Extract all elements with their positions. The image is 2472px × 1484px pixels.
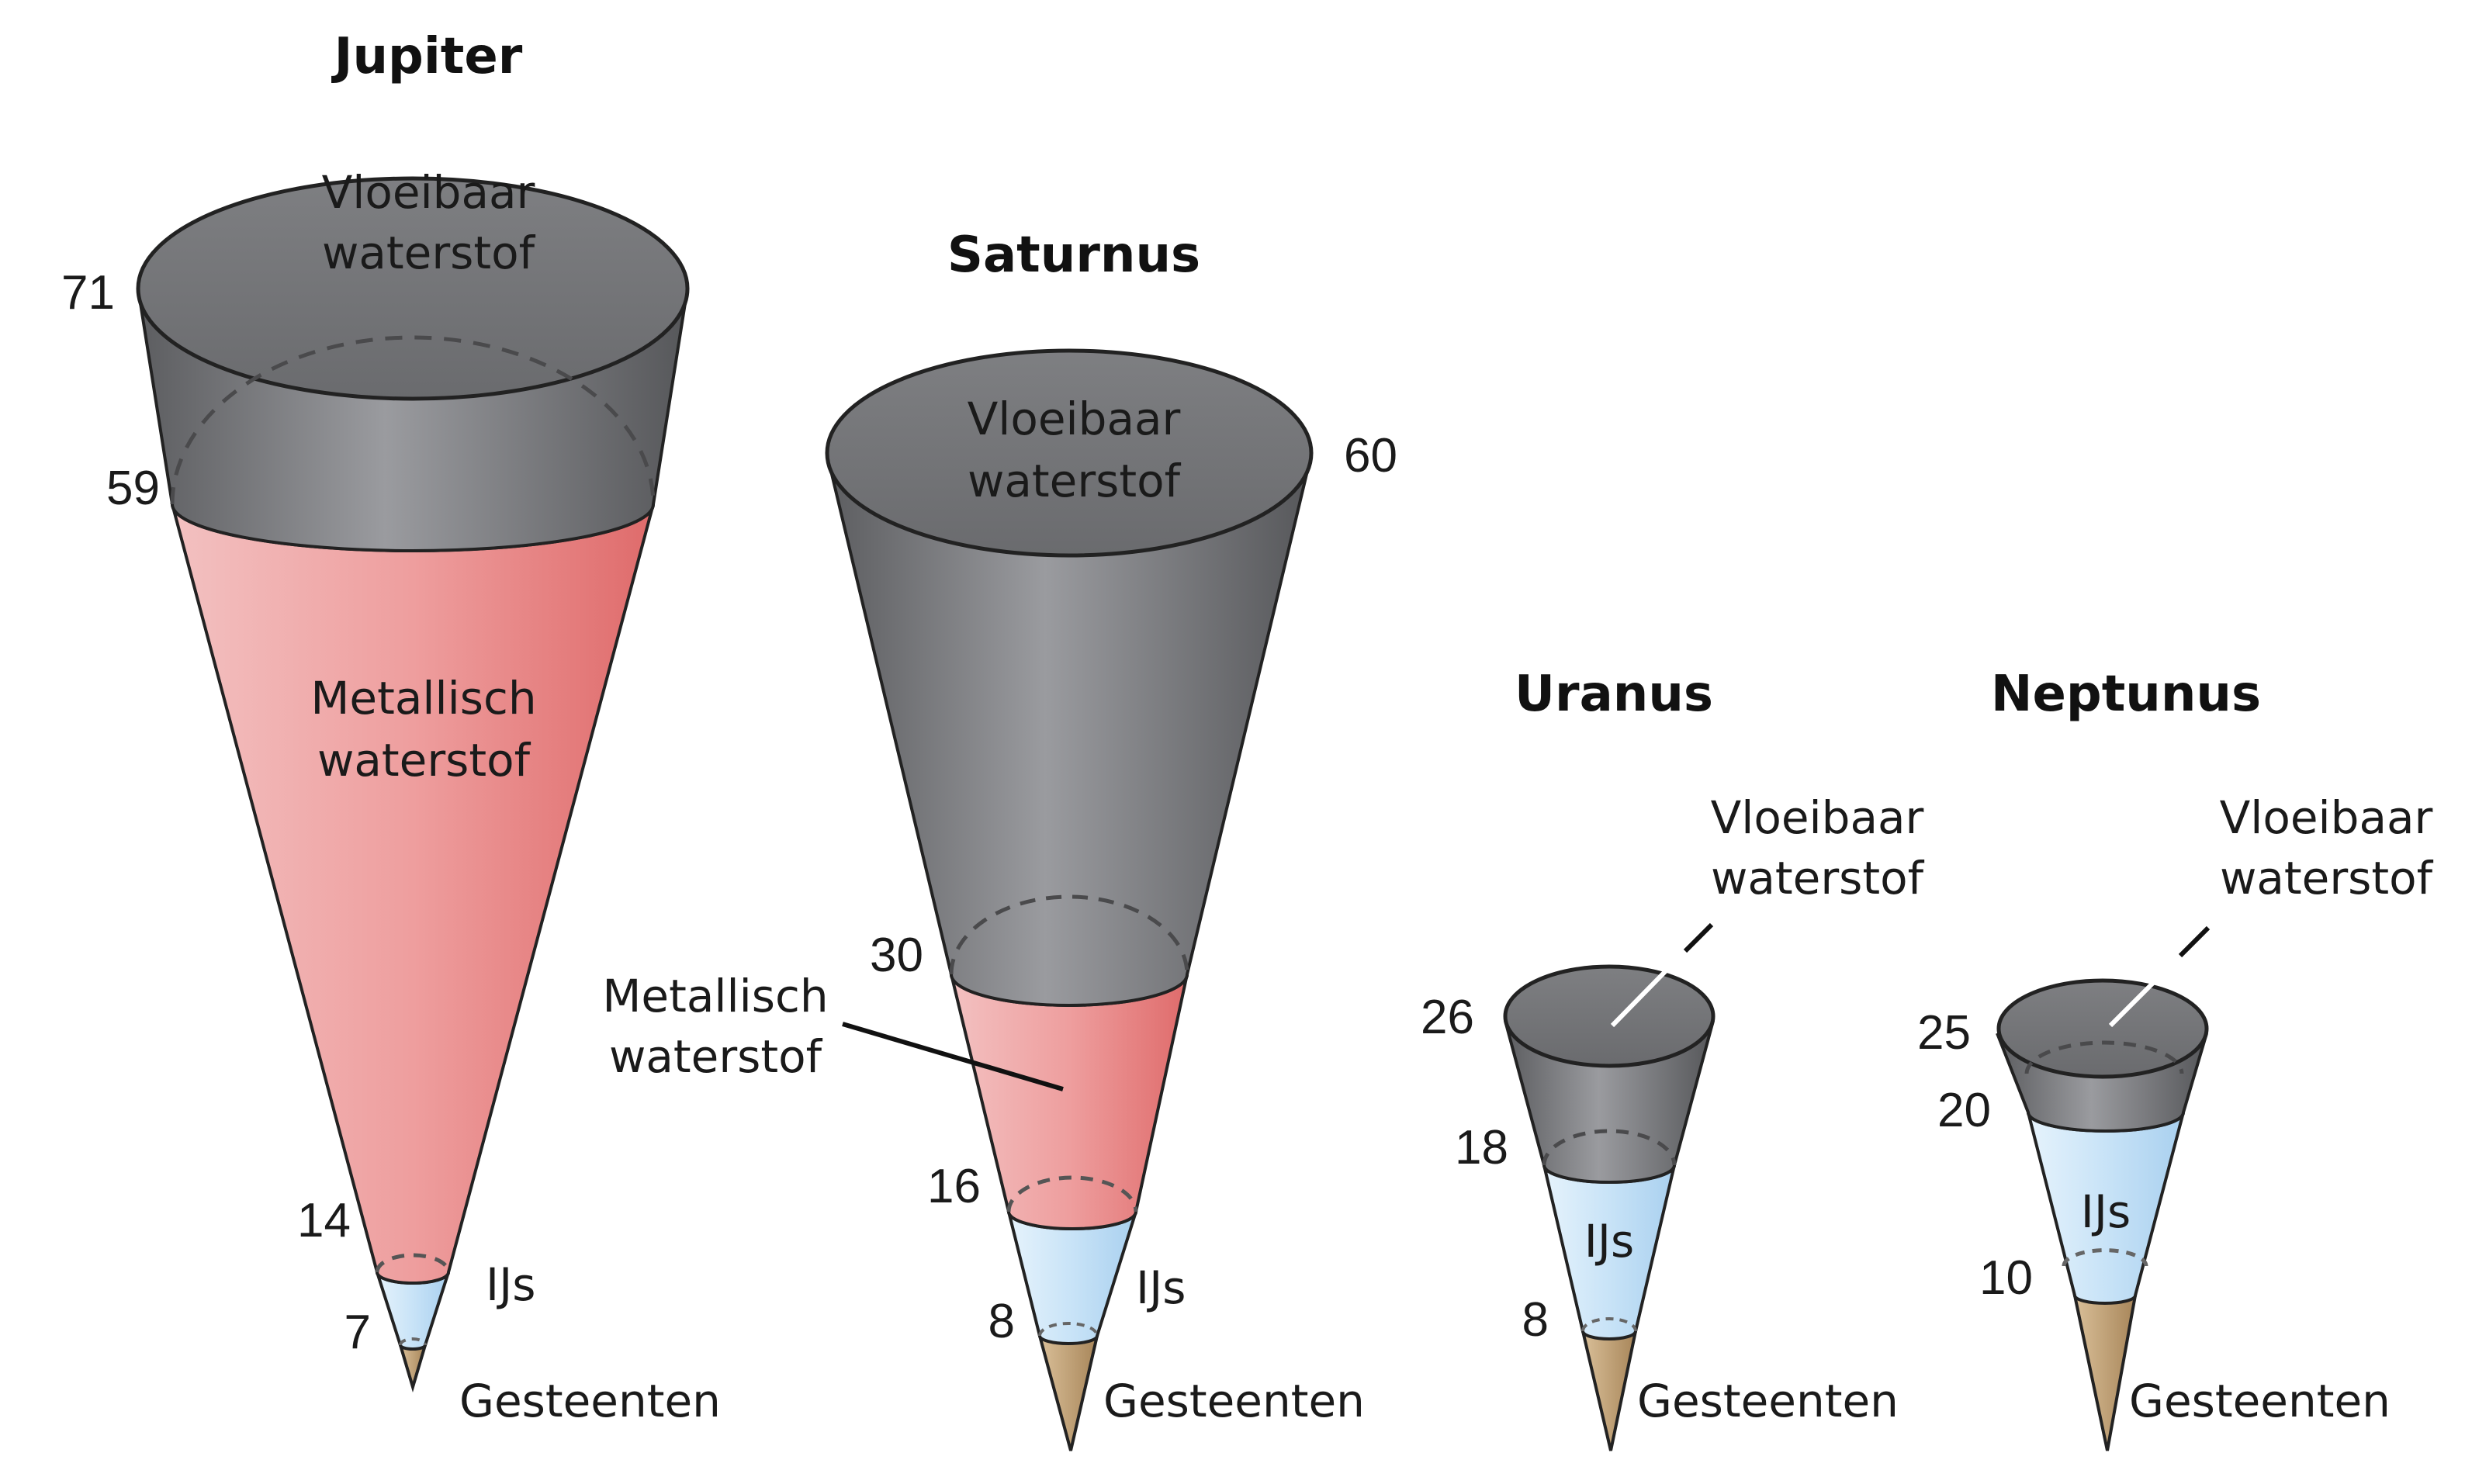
saturnus-top-label-1: Vloeibaar xyxy=(968,393,1181,445)
neptunus-top-surface xyxy=(1996,978,2209,1079)
saturnus-boundary-60: 60 xyxy=(1344,429,1397,483)
neptunus-rock-label: Gesteenten xyxy=(2129,1375,2391,1427)
uranus-boundary-26: 26 xyxy=(1421,991,1474,1044)
neptunus-top-label-1: Vloeibaar xyxy=(2220,791,2433,844)
saturnus-metal-label-1: Metallisch xyxy=(602,970,828,1022)
saturnus-boundary-30: 30 xyxy=(870,929,923,982)
saturnus-metal-leader xyxy=(842,1022,1064,1091)
uranus-boundary-8: 8 xyxy=(1522,1293,1549,1347)
uranus-rock-layer xyxy=(1580,1330,1638,1451)
jupiter-boundary-59: 59 xyxy=(106,462,160,515)
jupiter-rock-layer xyxy=(398,1344,428,1393)
uranus-top-label-2: waterstof xyxy=(1711,852,1925,905)
neptunus-top-label-2: waterstof xyxy=(2220,852,2434,905)
jupiter-boundary-71: 71 xyxy=(61,266,115,320)
uranus-top-surface xyxy=(1503,964,1716,1068)
saturnus-boundary-8: 8 xyxy=(988,1295,1015,1348)
saturnus-rock-label: Gesteenten xyxy=(1103,1375,1365,1427)
saturnus-metal-label-2: waterstof xyxy=(609,1030,823,1083)
neptunus-boundary-10: 10 xyxy=(1979,1251,2033,1305)
neptunus-rock-layer xyxy=(2072,1294,2138,1451)
jupiter-boundary-14: 14 xyxy=(297,1194,351,1247)
jupiter-top-surface xyxy=(136,176,690,401)
uranus-ice-label: IJs xyxy=(1584,1215,1634,1268)
saturnus-cone xyxy=(825,348,1314,1451)
saturnus-top-surface xyxy=(825,348,1314,558)
saturnus-title: Saturnus xyxy=(947,227,1200,284)
jupiter-cone xyxy=(136,176,690,1393)
jupiter-ice-label: IJs xyxy=(486,1258,535,1311)
jupiter-metal-label-1: Metallisch xyxy=(310,672,536,725)
neptunus-title: Neptunus xyxy=(1991,666,2261,723)
jupiter-rock-label: Gesteenten xyxy=(459,1375,721,1427)
uranus-cone xyxy=(1503,922,1716,1451)
jupiter-metallic-layer xyxy=(171,503,655,1285)
neptunus-liquid-leader xyxy=(2108,953,2183,1028)
jupiter-metal-label-2: waterstof xyxy=(317,734,531,787)
saturnus-ice-layer xyxy=(1007,1211,1137,1345)
neptunus-ice-label: IJs xyxy=(2081,1185,2131,1238)
uranus-title: Uranus xyxy=(1515,666,1713,723)
jupiter-title: Jupiter xyxy=(331,28,523,85)
saturnus-rock-layer xyxy=(1037,1334,1099,1451)
uranus-top-label-1: Vloeibaar xyxy=(1711,791,1924,844)
saturnus-boundary-16: 16 xyxy=(927,1160,981,1213)
saturnus-top-label-2: waterstof xyxy=(968,455,1182,507)
jupiter-top-label-1: Vloeibaar xyxy=(322,166,535,219)
neptunus-cone xyxy=(1996,925,2211,1451)
neptunus-boundary-20: 20 xyxy=(1937,1084,1991,1137)
jupiter-top-label-2: waterstof xyxy=(322,227,536,279)
saturnus-metallic-layer xyxy=(950,974,1189,1230)
saturnus-ice-label: IJs xyxy=(1136,1261,1186,1314)
jupiter-boundary-7: 7 xyxy=(344,1306,371,1359)
uranus-liquid-leader xyxy=(1610,949,1688,1028)
uranus-rock-label: Gesteenten xyxy=(1637,1375,1899,1427)
neptunus-boundary-25: 25 xyxy=(1917,1006,1971,1060)
uranus-boundary-18: 18 xyxy=(1455,1121,1508,1174)
